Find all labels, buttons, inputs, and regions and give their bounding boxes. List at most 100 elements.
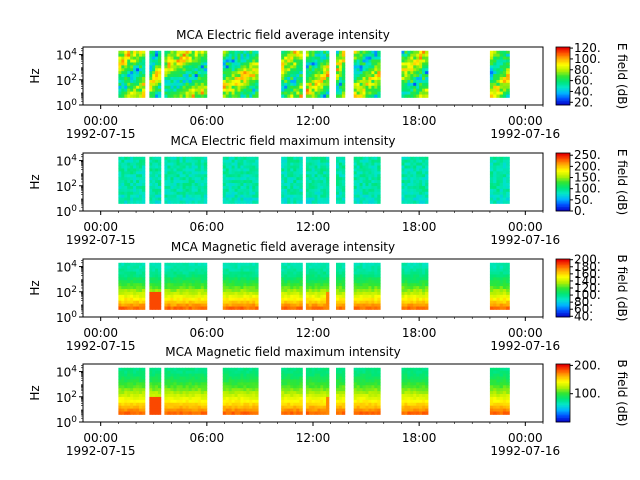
spectrogram-cell <box>243 291 247 296</box>
spectrogram-cell <box>336 265 340 270</box>
spectrogram-cell <box>362 159 366 164</box>
spectrogram-cell <box>130 396 134 401</box>
spectrogram-cell <box>308 283 313 287</box>
spectrogram-cell <box>243 159 247 164</box>
spectrogram-cell <box>167 262 171 267</box>
spectrogram-cell <box>308 191 313 196</box>
spectrogram-cell <box>121 297 125 302</box>
spectrogram-data <box>118 50 510 98</box>
spectrogram-cell <box>234 53 238 58</box>
spectrogram-cell <box>377 183 381 187</box>
spectrogram-cell <box>203 283 208 287</box>
spectrogram-cell <box>404 277 408 281</box>
spectrogram-cell <box>240 191 244 196</box>
spectrogram-cell <box>179 367 183 372</box>
spectrogram-cell <box>341 200 346 204</box>
spectrogram-cell <box>499 289 504 293</box>
spectrogram-cell <box>155 168 159 172</box>
spectrogram-cell <box>222 289 227 293</box>
spectrogram-cell <box>188 306 193 310</box>
spectrogram-cell <box>323 277 327 281</box>
spectrogram-cell <box>401 171 405 175</box>
spectrogram-cell <box>228 373 233 377</box>
spectrogram-cell <box>496 177 501 181</box>
spectrogram-cell <box>502 194 507 199</box>
spectrogram-cell <box>374 174 378 178</box>
spectrogram-cell <box>170 74 174 78</box>
spectrogram-cell <box>194 165 199 169</box>
spectrogram-cell <box>407 56 411 60</box>
spectrogram-cell <box>179 188 183 193</box>
spectrogram-cell <box>287 85 291 90</box>
spectrogram-cell <box>499 183 504 187</box>
spectrogram-cell <box>377 77 381 81</box>
colorbar-segment <box>556 91 570 94</box>
spectrogram-cell <box>410 294 414 299</box>
spectrogram-cell <box>164 402 168 407</box>
spectrogram-cell <box>305 91 310 95</box>
spectrogram-cell <box>197 82 202 87</box>
colorbar-segment <box>556 168 570 171</box>
spectrogram-cell <box>353 180 358 184</box>
spectrogram-cell <box>139 402 143 407</box>
spectrogram-cell <box>188 405 193 410</box>
spectrogram-cell <box>377 283 381 287</box>
spectrogram-cell <box>305 274 310 278</box>
spectrogram-cell <box>416 183 420 187</box>
spectrogram-cell <box>416 77 420 81</box>
spectrogram-cell <box>502 65 507 69</box>
spectrogram-cell <box>293 289 297 293</box>
spectrogram-cell <box>493 297 497 302</box>
spectrogram-cell <box>314 277 318 281</box>
spectrogram-cell <box>240 385 244 389</box>
spectrogram-cell <box>365 297 369 302</box>
spectrogram-cell <box>200 396 205 401</box>
spectrogram-cell <box>149 388 153 392</box>
spectrogram-cell <box>170 77 174 81</box>
colorbar-segment <box>556 62 570 65</box>
spectrogram-cell <box>222 268 227 272</box>
spectrogram-cell <box>121 289 125 293</box>
spectrogram-cell <box>413 271 417 275</box>
colorbar-segment <box>556 83 570 85</box>
spectrogram-cell <box>338 306 343 310</box>
spectrogram-cell <box>237 177 241 181</box>
spectrogram-cell <box>141 289 146 293</box>
spectrogram-cell <box>356 94 360 98</box>
spectrogram-cell <box>127 94 131 98</box>
spectrogram-cell <box>336 197 340 201</box>
spectrogram-cell <box>203 91 208 95</box>
spectrogram-cell <box>377 200 381 204</box>
spectrogram-cell <box>425 274 429 278</box>
spectrogram-cell <box>157 94 162 98</box>
spectrogram-cell <box>422 289 426 293</box>
spectrogram-cell <box>320 283 324 287</box>
spectrogram-cell <box>118 174 122 178</box>
spectrogram-cell <box>127 156 131 161</box>
spectrogram-cell <box>170 268 174 272</box>
spectrogram-cell <box>164 71 168 75</box>
spectrogram-cell <box>317 188 321 193</box>
spectrogram-cell <box>173 65 177 69</box>
spectrogram-cell <box>173 159 177 164</box>
spectrogram-cell <box>194 59 199 63</box>
spectrogram-cell <box>502 68 507 72</box>
spectrogram-cell <box>362 74 366 78</box>
spectrogram-cell <box>356 180 360 184</box>
spectrogram-cell <box>194 385 199 389</box>
spectrogram-cell <box>404 300 408 305</box>
spectrogram-cell <box>185 405 190 410</box>
spectrogram-cell <box>314 174 318 178</box>
spectrogram-cell <box>311 188 315 193</box>
spectrogram-cell <box>246 402 250 407</box>
spectrogram-cell <box>130 280 134 284</box>
spectrogram-cell <box>368 300 372 305</box>
spectrogram-cell <box>502 94 507 98</box>
spectrogram-cell <box>249 185 253 190</box>
spectrogram-cell <box>326 159 330 164</box>
spectrogram-cell <box>136 171 140 175</box>
panel-1: MCA Electric field average intensityHz10… <box>28 28 629 141</box>
spectrogram-cell <box>118 156 122 161</box>
spectrogram-cell <box>136 379 140 383</box>
spectrogram-cell <box>502 265 507 270</box>
